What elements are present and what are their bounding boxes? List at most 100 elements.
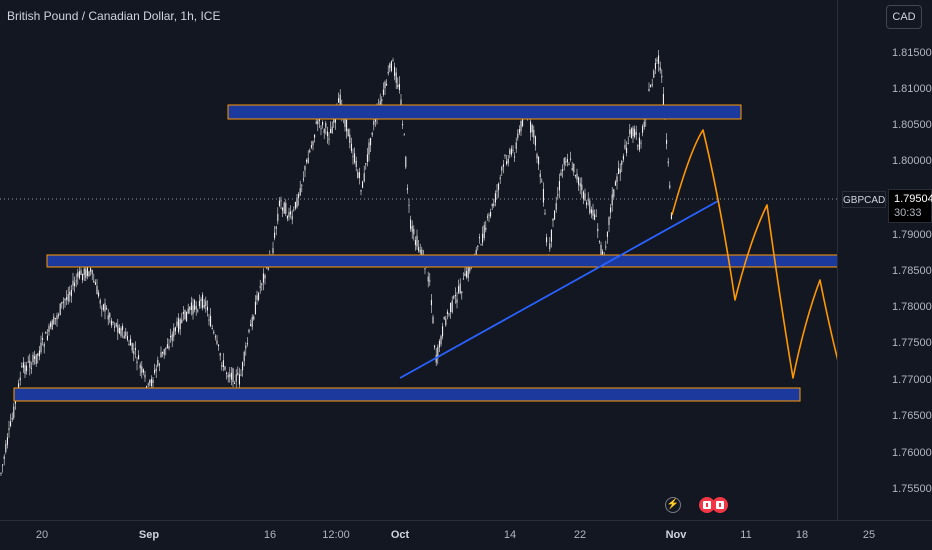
candle-body bbox=[610, 207, 612, 213]
candle-body bbox=[8, 428, 10, 430]
candle-body bbox=[67, 294, 69, 302]
y-tick: 1.76000 bbox=[892, 447, 932, 459]
candle-body bbox=[237, 372, 239, 375]
candle-body bbox=[314, 134, 316, 138]
candle-body bbox=[86, 266, 88, 276]
candle-body bbox=[216, 340, 218, 344]
candle-body bbox=[307, 157, 309, 164]
candle-body bbox=[659, 67, 661, 71]
candle-body bbox=[282, 207, 284, 211]
candle-body bbox=[658, 55, 660, 64]
candle-body bbox=[517, 133, 519, 138]
candle-body bbox=[173, 327, 175, 337]
candle-body bbox=[362, 181, 364, 188]
candle-body bbox=[501, 167, 503, 171]
x-tick: Nov bbox=[665, 529, 687, 541]
candle-body bbox=[258, 293, 260, 301]
candle-body bbox=[624, 144, 626, 149]
candle-body bbox=[536, 154, 538, 159]
candle-body bbox=[549, 243, 551, 249]
candle-body bbox=[562, 169, 564, 171]
candle-body bbox=[125, 331, 127, 336]
candle-body bbox=[418, 247, 420, 251]
canada-flag-icon[interactable] bbox=[699, 497, 715, 513]
price-axis[interactable]: CAD 1.81500 1.81000 1.80500 1.80000 1.79… bbox=[837, 0, 932, 520]
candle-body bbox=[43, 343, 45, 347]
candle-body bbox=[491, 204, 493, 207]
candle-body bbox=[267, 265, 269, 270]
candle-body bbox=[290, 211, 292, 215]
candle-body bbox=[317, 120, 319, 125]
candle-body bbox=[419, 250, 421, 253]
candle-body bbox=[366, 154, 368, 162]
candle-body bbox=[456, 299, 458, 303]
candle-body bbox=[578, 177, 580, 185]
time-axis[interactable]: 20 Sep 16 12:00 Oct 14 22 Nov 11 18 25 bbox=[0, 520, 932, 550]
currency-button[interactable]: CAD bbox=[886, 5, 922, 29]
candle-body bbox=[576, 173, 578, 180]
candle-body bbox=[320, 128, 322, 130]
x-tick: 22 bbox=[573, 529, 587, 541]
candle-body bbox=[499, 177, 501, 179]
candle-body bbox=[661, 75, 663, 78]
candle-body bbox=[440, 336, 442, 345]
candle-body bbox=[160, 352, 162, 358]
candle-body bbox=[14, 400, 16, 404]
candle-body bbox=[389, 63, 391, 69]
price-chart[interactable] bbox=[0, 0, 837, 520]
candle-body bbox=[352, 155, 354, 157]
candle-body bbox=[150, 378, 152, 386]
candle-body bbox=[29, 360, 31, 368]
candle-body bbox=[46, 335, 48, 340]
candle-body bbox=[275, 226, 277, 229]
candle-body bbox=[581, 184, 583, 191]
candle-body bbox=[451, 300, 453, 313]
candle-body bbox=[227, 375, 229, 378]
candle-body bbox=[130, 338, 132, 346]
candle-body bbox=[61, 302, 63, 304]
candle-body bbox=[205, 301, 207, 306]
candle-body bbox=[594, 214, 596, 220]
candle-body bbox=[32, 354, 34, 363]
candle-body bbox=[138, 355, 140, 360]
y-tick: 1.78000 bbox=[892, 301, 932, 313]
canada-flag-icon[interactable] bbox=[712, 497, 728, 513]
candle-body bbox=[243, 352, 245, 362]
candle-body bbox=[264, 275, 266, 279]
candle-body bbox=[224, 366, 226, 370]
candle-body bbox=[226, 373, 228, 374]
candle-body bbox=[464, 273, 466, 277]
candle-body bbox=[179, 319, 181, 330]
last-price-value: 1.79504 bbox=[894, 193, 932, 205]
candle-body bbox=[195, 305, 197, 310]
candle-body bbox=[414, 240, 416, 245]
candle-body bbox=[197, 310, 199, 312]
candle-body bbox=[21, 365, 23, 368]
chart-title: British Pound / Canadian Dollar, 1h, ICE bbox=[7, 9, 221, 23]
candle-body bbox=[234, 383, 236, 385]
x-tick: 11 bbox=[740, 529, 752, 541]
y-tick: 1.77500 bbox=[892, 337, 932, 349]
candle-body bbox=[411, 226, 413, 232]
candle-body bbox=[584, 193, 586, 201]
candle-body bbox=[59, 303, 61, 315]
candle-body bbox=[541, 181, 543, 183]
candle-body bbox=[597, 228, 599, 232]
chart-pane[interactable]: British Pound / Canadian Dollar, 1h, ICE bbox=[0, 0, 837, 520]
candle-body bbox=[410, 219, 412, 229]
candle-body bbox=[662, 93, 664, 106]
candle-body bbox=[395, 72, 397, 83]
candle-body bbox=[616, 176, 618, 183]
candle-body bbox=[176, 321, 178, 326]
candle-body bbox=[630, 128, 632, 138]
lightning-icon[interactable]: ⚡ bbox=[665, 497, 681, 513]
candle-body bbox=[213, 331, 215, 334]
candle-body bbox=[274, 232, 276, 239]
candle-body bbox=[558, 181, 560, 191]
candle-body bbox=[149, 380, 151, 384]
candle-body bbox=[405, 156, 407, 168]
candle-body bbox=[483, 225, 485, 238]
candle-body bbox=[619, 169, 621, 174]
candle-body bbox=[350, 143, 352, 152]
candle-body bbox=[589, 200, 591, 213]
